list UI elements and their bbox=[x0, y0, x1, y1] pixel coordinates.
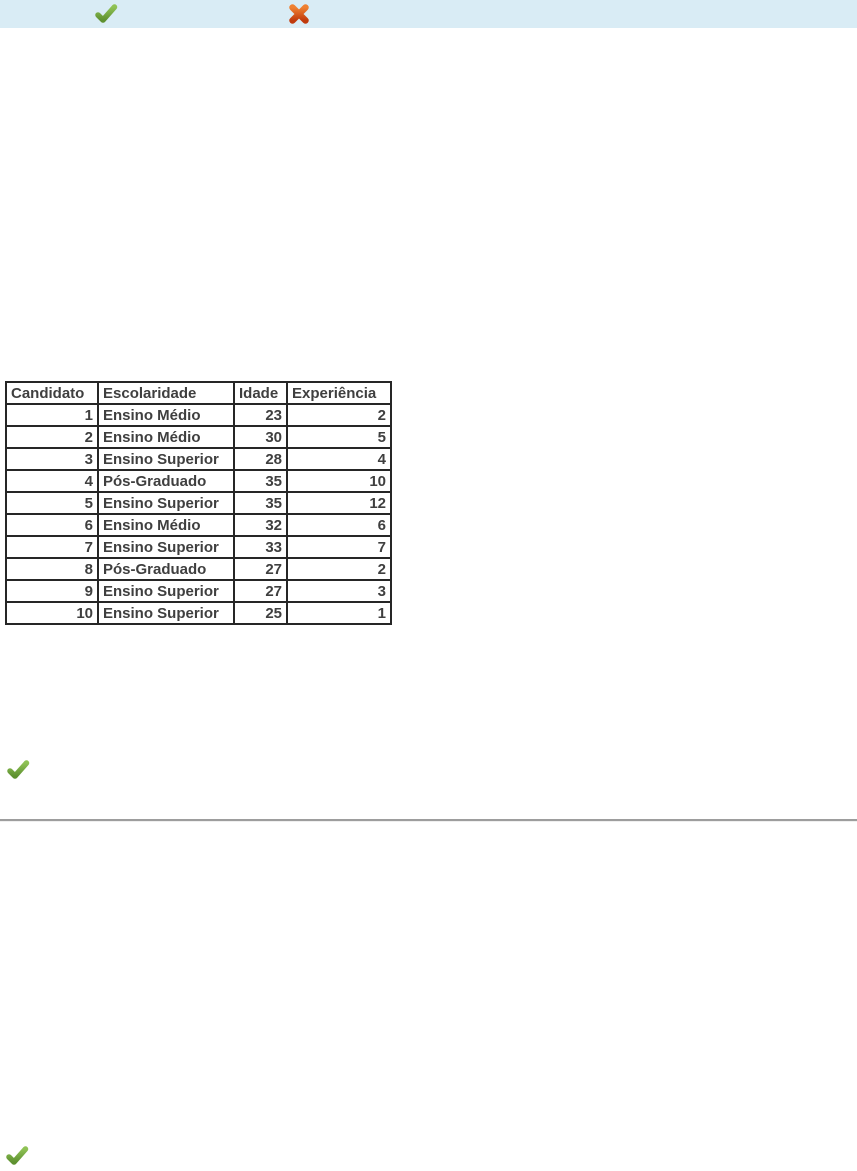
cell-candidato: 1 bbox=[5, 403, 99, 427]
cell-experiencia: 6 bbox=[286, 513, 392, 537]
cell-experiencia: 1 bbox=[286, 601, 392, 625]
cell-experiencia: 2 bbox=[286, 403, 392, 427]
check-icon bbox=[94, 2, 118, 26]
header-escolaridade: Escolaridade bbox=[97, 381, 235, 405]
cell-escolaridade: Ensino Médio bbox=[97, 403, 235, 427]
cell-idade: 23 bbox=[233, 403, 288, 427]
cancel-cross-button[interactable] bbox=[287, 2, 311, 26]
cell-idade: 32 bbox=[233, 513, 288, 537]
cell-escolaridade: Ensino Superior bbox=[97, 579, 235, 603]
cell-idade: 33 bbox=[233, 535, 288, 559]
cell-candidato: 8 bbox=[5, 557, 99, 581]
cell-candidato: 4 bbox=[5, 469, 99, 493]
table-row: 6 Ensino Médio 32 6 bbox=[5, 513, 392, 537]
header-candidato: Candidato bbox=[5, 381, 99, 405]
confirm-check-button[interactable] bbox=[94, 2, 118, 26]
table-row: 7 Ensino Superior 33 7 bbox=[5, 535, 392, 559]
cell-candidato: 7 bbox=[5, 535, 99, 559]
table-row: 1 Ensino Médio 23 2 bbox=[5, 403, 392, 427]
cell-candidato: 2 bbox=[5, 425, 99, 449]
divider bbox=[0, 819, 857, 822]
cell-escolaridade: Ensino Superior bbox=[97, 447, 235, 471]
cell-escolaridade: Ensino Médio bbox=[97, 513, 235, 537]
cell-experiencia: 2 bbox=[286, 557, 392, 581]
header-idade: Idade bbox=[233, 381, 288, 405]
cell-experiencia: 3 bbox=[286, 579, 392, 603]
success-check-icon bbox=[6, 758, 30, 782]
cell-escolaridade: Ensino Superior bbox=[97, 491, 235, 515]
cell-candidato: 6 bbox=[5, 513, 99, 537]
cell-escolaridade: Ensino Superior bbox=[97, 535, 235, 559]
cell-idade: 27 bbox=[233, 579, 288, 603]
cell-experiencia: 4 bbox=[286, 447, 392, 471]
table-header-row: Candidato Escolaridade Idade Experiência bbox=[5, 381, 392, 405]
cell-idade: 27 bbox=[233, 557, 288, 581]
cell-idade: 30 bbox=[233, 425, 288, 449]
cell-idade: 35 bbox=[233, 491, 288, 515]
cell-experiencia: 5 bbox=[286, 425, 392, 449]
candidates-table: Candidato Escolaridade Idade Experiência… bbox=[5, 381, 392, 625]
cell-candidato: 5 bbox=[5, 491, 99, 515]
table-row: 9 Ensino Superior 27 3 bbox=[5, 579, 392, 603]
cross-icon bbox=[287, 2, 311, 26]
table-row: 4 Pós-Graduado 35 10 bbox=[5, 469, 392, 493]
table-row: 5 Ensino Superior 35 12 bbox=[5, 491, 392, 515]
cell-experiencia: 7 bbox=[286, 535, 392, 559]
cell-idade: 35 bbox=[233, 469, 288, 493]
cell-escolaridade: Pós-Graduado bbox=[97, 557, 235, 581]
cell-idade: 28 bbox=[233, 447, 288, 471]
table-row: 2 Ensino Médio 30 5 bbox=[5, 425, 392, 449]
cell-idade: 25 bbox=[233, 601, 288, 625]
cell-escolaridade: Ensino Médio bbox=[97, 425, 235, 449]
cell-candidato: 3 bbox=[5, 447, 99, 471]
cell-escolaridade: Ensino Superior bbox=[97, 601, 235, 625]
header-experiencia: Experiência bbox=[286, 381, 392, 405]
toolbar bbox=[0, 0, 857, 28]
cell-escolaridade: Pós-Graduado bbox=[97, 469, 235, 493]
table-row: 8 Pós-Graduado 27 2 bbox=[5, 557, 392, 581]
table-row: 3 Ensino Superior 28 4 bbox=[5, 447, 392, 471]
cell-experiencia: 12 bbox=[286, 491, 392, 515]
cell-candidato: 10 bbox=[5, 601, 99, 625]
cell-candidato: 9 bbox=[5, 579, 99, 603]
cell-experiencia: 10 bbox=[286, 469, 392, 493]
table-row: 10 Ensino Superior 25 1 bbox=[5, 601, 392, 625]
success-check-icon bbox=[5, 1144, 29, 1168]
